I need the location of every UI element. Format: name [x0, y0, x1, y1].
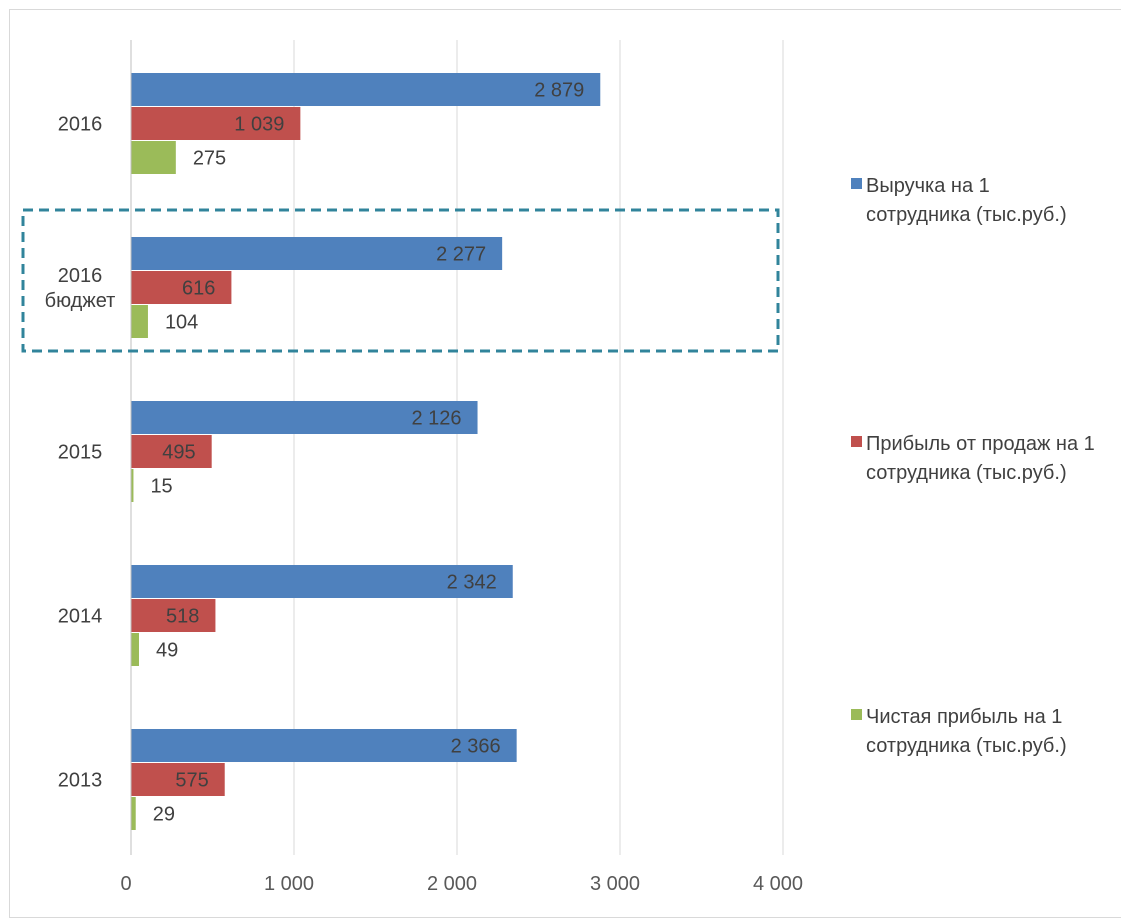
- data-label-s0-c2: 2 126: [411, 408, 461, 430]
- legend-swatch-0: [851, 178, 862, 189]
- category-label-2: 2015: [58, 442, 103, 464]
- category-label-3: 2014: [58, 606, 103, 628]
- data-label-s0-c3: 2 342: [447, 572, 497, 594]
- bar-s2-c1: [131, 305, 148, 338]
- bar-s2-c4: [131, 797, 136, 830]
- data-label-s0-c4: 2 366: [451, 736, 501, 758]
- data-label-s1-c4: 575: [175, 770, 208, 792]
- bar-s0-c0: [131, 73, 600, 106]
- data-label-s1-c3: 518: [166, 606, 199, 628]
- category-label-4: 2013: [58, 770, 103, 792]
- data-label-s1-c1: 616: [182, 278, 215, 300]
- data-label-s2-c3: 49: [156, 640, 178, 662]
- category-label-0: 2016: [58, 114, 103, 136]
- data-label-s1-c2: 495: [162, 442, 195, 464]
- data-label-s2-c4: 29: [153, 804, 175, 826]
- data-label-s2-c0: 275: [193, 148, 226, 170]
- data-label-s0-c1: 2 277: [436, 244, 486, 266]
- data-label-s2-c2: 15: [150, 476, 172, 498]
- data-label-s2-c1: 104: [165, 312, 198, 334]
- data-label-s1-c0: 1 039: [234, 114, 284, 136]
- legend-swatch-2: [851, 709, 862, 720]
- x-tick-label-4: 4 000: [753, 873, 803, 895]
- x-tick-label-0: 0: [120, 873, 131, 895]
- data-label-s0-c0: 2 879: [534, 80, 584, 102]
- x-tick-label-1: 1 000: [264, 873, 314, 895]
- bar-s2-c0: [131, 141, 176, 174]
- bar-s2-c3: [131, 633, 139, 666]
- x-tick-label-3: 3 000: [590, 873, 640, 895]
- x-tick-label-2: 2 000: [427, 873, 477, 895]
- legend-swatch-1: [851, 436, 862, 447]
